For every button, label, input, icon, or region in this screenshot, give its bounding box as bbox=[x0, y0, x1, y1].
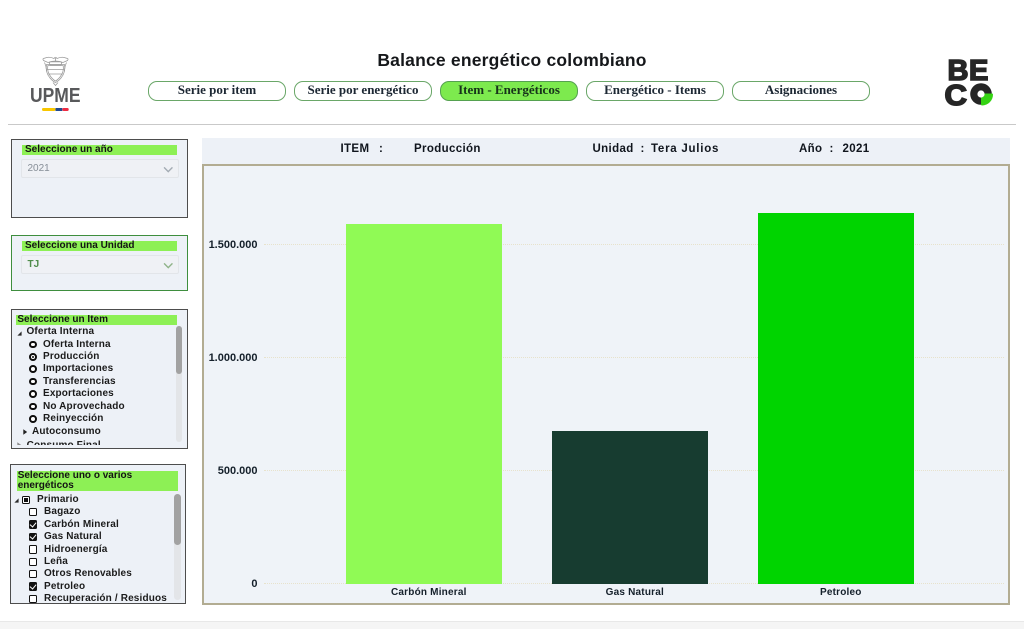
svg-text:C: C bbox=[945, 80, 968, 109]
svg-text:UPME: UPME bbox=[30, 85, 81, 106]
svg-text:BE: BE bbox=[948, 55, 990, 87]
